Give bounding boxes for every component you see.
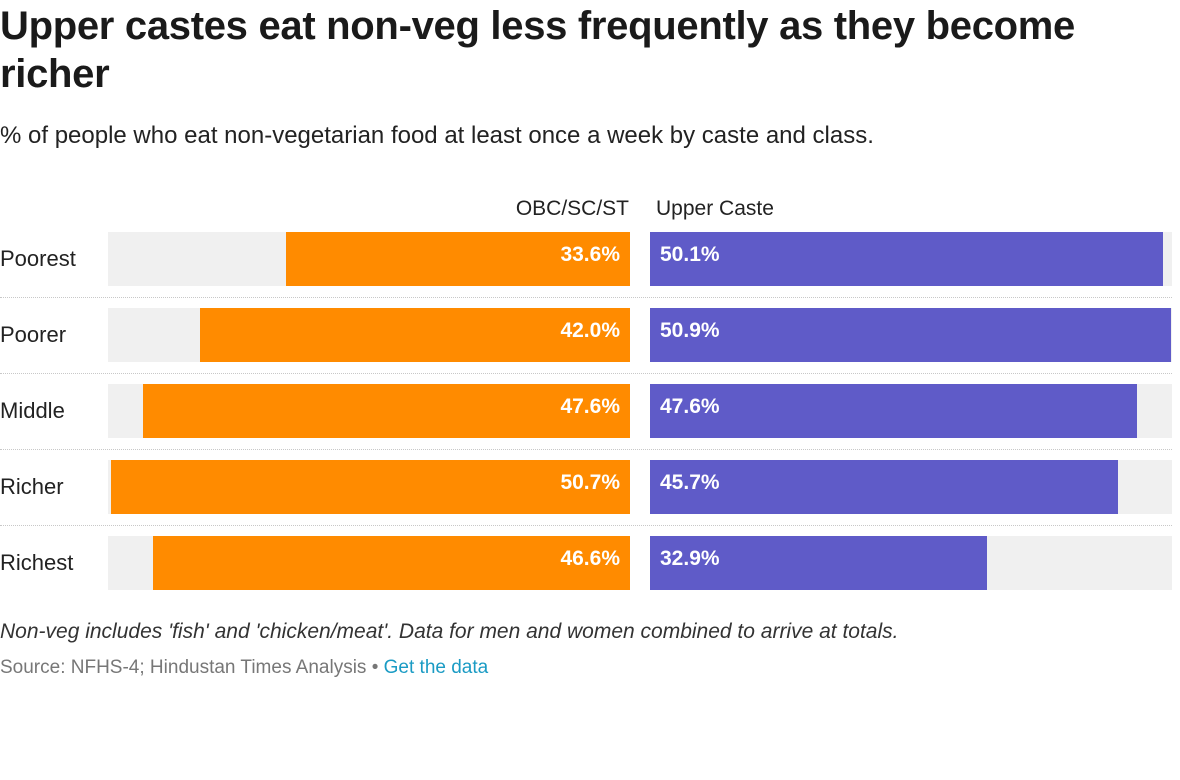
series-header-obc-sc-st: OBC/SC/ST xyxy=(515,197,629,220)
source-line: Source: NFHS-4; Hindustan Times Analysis… xyxy=(0,655,1170,681)
category-label: Poorest xyxy=(0,246,76,271)
bar-upper-caste xyxy=(650,232,1163,286)
bar-obc-sc-st xyxy=(142,384,630,438)
data-label-upper-caste: 47.6% xyxy=(660,395,720,418)
bar-obc-sc-st xyxy=(111,460,630,514)
data-label-obc-sc-st: 46.6% xyxy=(560,547,620,570)
category-label: Richer xyxy=(0,474,64,499)
category-label: Poorer xyxy=(0,322,67,347)
data-label-upper-caste: 32.9% xyxy=(660,547,720,570)
bar-upper-caste xyxy=(650,536,987,590)
footnote: Non-veg includes 'fish' and 'chicken/mea… xyxy=(0,620,899,643)
series-header-upper-caste: Upper Caste xyxy=(656,197,774,220)
data-label-obc-sc-st: 50.7% xyxy=(560,471,620,494)
data-label-obc-sc-st: 42.0% xyxy=(560,319,620,342)
bar-upper-caste xyxy=(650,460,1118,514)
row-divider xyxy=(0,373,1172,374)
chart-subtitle: % of people who eat non-vegetarian food … xyxy=(0,122,874,149)
bar-obc-sc-st xyxy=(286,232,630,286)
data-label-upper-caste: 50.9% xyxy=(660,319,720,342)
data-label-upper-caste: 50.1% xyxy=(660,243,720,266)
bar-upper-caste xyxy=(650,308,1171,362)
row-divider xyxy=(0,449,1172,450)
bar-upper-caste xyxy=(650,384,1138,438)
category-label: Richest xyxy=(0,550,74,575)
data-label-obc-sc-st: 47.6% xyxy=(560,395,620,418)
source-text: Source: NFHS-4; Hindustan Times Analysis xyxy=(0,657,367,678)
category-label: Middle xyxy=(0,398,65,423)
chart-title: Upper castes eat non-veg less frequently… xyxy=(0,4,1076,96)
bar-obc-sc-st xyxy=(200,308,630,362)
row-divider xyxy=(0,297,1172,298)
bar-obc-sc-st xyxy=(153,536,630,590)
data-label-obc-sc-st: 33.6% xyxy=(560,243,620,266)
row-divider xyxy=(0,525,1172,526)
source-separator: • xyxy=(366,657,384,678)
data-label-upper-caste: 45.7% xyxy=(660,471,720,494)
get-the-data-link[interactable]: Get the data xyxy=(383,657,489,678)
